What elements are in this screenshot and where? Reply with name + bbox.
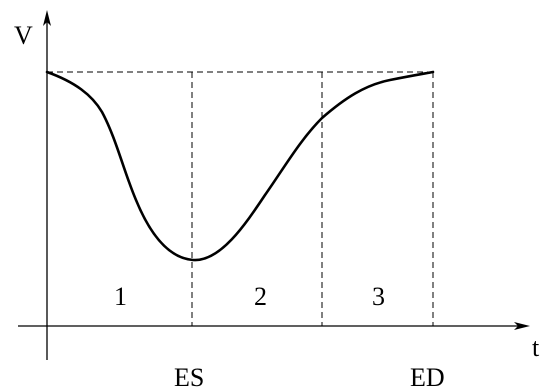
phase-label-2: 2 <box>254 282 267 311</box>
phase-label-3: 3 <box>372 282 385 311</box>
y-axis-arrowhead <box>43 10 51 26</box>
ed-label: ED <box>410 363 445 392</box>
y-axis-label: V <box>14 21 33 50</box>
x-axis-arrowhead <box>514 322 530 330</box>
x-axis-label: t <box>532 333 540 362</box>
volume-curve <box>45 70 435 262</box>
es-label: ES <box>174 363 204 392</box>
phase-label-1: 1 <box>114 282 127 311</box>
